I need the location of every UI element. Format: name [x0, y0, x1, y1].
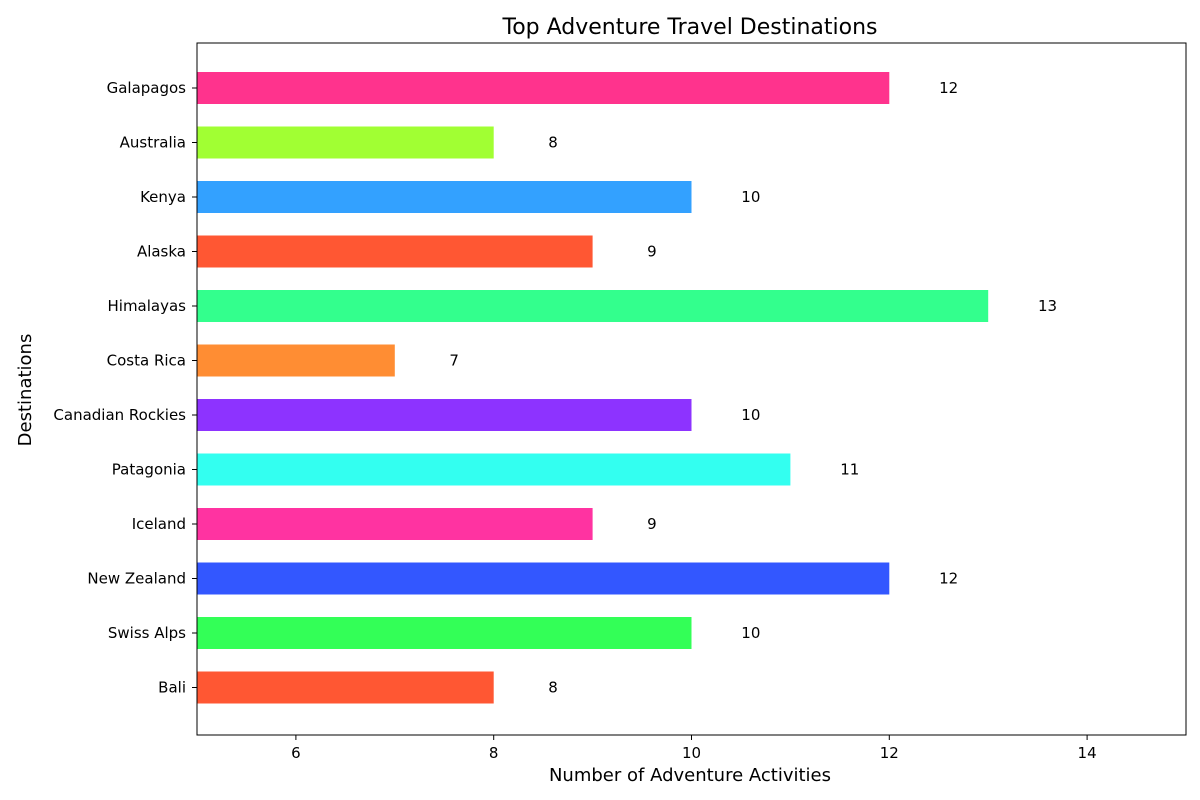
bars-layer: 8 10 12 9 11 10 7 13 9 10 8 12	[197, 72, 1057, 704]
x-axis-label: Number of Adventure Activities	[549, 765, 831, 786]
bar-kenya	[197, 181, 692, 213]
y-tick-label: Costa Rica	[107, 352, 186, 370]
bar-patagonia	[197, 454, 790, 486]
value-label-kenya: 10	[741, 188, 760, 206]
bar-iceland	[197, 508, 593, 540]
x-tick-label: 14	[1078, 744, 1097, 762]
chart-title: Top Adventure Travel Destinations	[502, 15, 878, 40]
x-tick-label: 8	[489, 744, 499, 762]
y-tick-label: Kenya	[140, 188, 186, 206]
bar-himalayas	[197, 290, 988, 322]
bar-costa-rica	[197, 345, 395, 377]
bar-bali	[197, 672, 494, 704]
x-tick-label: 6	[291, 744, 301, 762]
y-tick-label: New Zealand	[87, 570, 186, 588]
y-tick-label: Patagonia	[112, 461, 186, 479]
value-label-alaska: 9	[647, 243, 657, 261]
y-axis-label: Destinations	[15, 334, 36, 447]
y-tick-label: Australia	[120, 134, 186, 152]
bar-swiss-alps	[197, 617, 692, 649]
bar-canadian-rockies	[197, 399, 692, 431]
value-label-swiss-alps: 10	[741, 624, 760, 642]
bar-alaska	[197, 236, 593, 268]
x-tick-label: 10	[682, 744, 701, 762]
y-tick-label: Iceland	[132, 515, 186, 533]
y-tick-label: Swiss Alps	[108, 624, 186, 642]
value-label-new-zealand: 12	[939, 570, 958, 588]
value-label-costa-rica: 7	[449, 352, 459, 370]
y-tick-label: Bali	[158, 679, 186, 697]
value-label-galapagos: 12	[939, 79, 958, 97]
x-tick-label: 12	[880, 744, 899, 762]
bar-galapagos	[197, 72, 889, 104]
value-label-iceland: 9	[647, 515, 657, 533]
y-tick-label: Alaska	[137, 243, 186, 261]
bar-australia	[197, 127, 494, 159]
value-label-patagonia: 11	[840, 461, 859, 479]
value-label-canadian-rockies: 10	[741, 406, 760, 424]
value-label-himalayas: 13	[1038, 297, 1057, 315]
bar-new-zealand	[197, 563, 889, 595]
y-tick-label: Canadian Rockies	[53, 406, 186, 424]
value-label-australia: 8	[548, 134, 558, 152]
y-tick-label: Galapagos	[107, 79, 187, 97]
y-tick-label: Himalayas	[108, 297, 187, 315]
value-label-bali: 8	[548, 679, 558, 697]
